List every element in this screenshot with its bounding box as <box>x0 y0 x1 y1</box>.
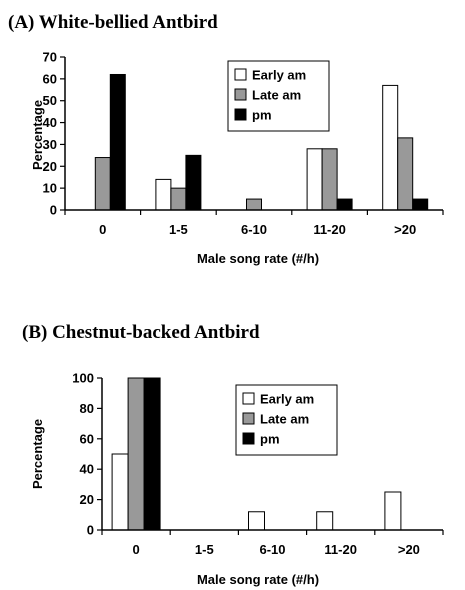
chart-b-ytick-label: 40 <box>80 462 94 477</box>
chart-a-ytick-label: 60 <box>43 71 57 86</box>
chart-a-bar-early-am-4 <box>382 84 399 211</box>
chart-b-ytick-label: 80 <box>80 401 94 416</box>
chart-b-xtick-label: 11-20 <box>324 542 357 557</box>
chart-b-xtick-label: 1-5 <box>195 542 214 557</box>
chart-a-bar-early-am-3 <box>306 148 323 211</box>
chart-a-legend-swatch <box>234 68 247 81</box>
chart-a-ytick-label: 70 <box>43 50 57 65</box>
chart-a-bar-late-am-0 <box>94 157 111 211</box>
chart-b-title: (B) Chestnut-backed Antbird <box>22 322 260 343</box>
chart-a-ylabel: Percentage <box>30 100 45 170</box>
chart-a-bar-pm-4 <box>412 198 429 211</box>
chart-a-ytick-label: 10 <box>43 181 57 196</box>
chart-a-bar-pm-1 <box>185 154 202 211</box>
chart-b-ytick-label: 100 <box>72 371 94 386</box>
chart-a: (A) White-bellied Antbird Percentage Mal… <box>8 12 444 266</box>
chart-a-bar-pm-0 <box>109 73 126 211</box>
chart-b-ylabel: Percentage <box>30 419 45 489</box>
chart-a-title: (A) White-bellied Antbird <box>8 12 218 33</box>
chart-b-ytick-label: 60 <box>80 431 94 446</box>
chart-a-xlabel: Male song rate (#/h) <box>197 251 319 266</box>
chart-b-bar-early-am-0 <box>111 453 129 531</box>
chart-b-bar-early-am-2 <box>248 511 265 531</box>
chart-b-legend-swatch <box>242 412 255 425</box>
chart-a-bar-late-am-2 <box>246 198 262 211</box>
chart-b-bar-pm-0 <box>143 377 161 531</box>
chart-a-ytick-label: 30 <box>43 137 57 152</box>
chart-a-xtick-label: 11-20 <box>313 222 346 237</box>
chart-a-bar-late-am-3 <box>321 148 338 211</box>
chart-a-bar-late-am-4 <box>397 137 414 211</box>
chart-b-legend-swatch <box>242 432 255 445</box>
chart-a-bar-early-am-1 <box>155 178 172 211</box>
chart-a-ytick-label: 0 <box>50 203 57 218</box>
chart-b-bar-early-am-3 <box>316 511 334 531</box>
chart-b-legend-label: pm <box>260 432 280 447</box>
chart-a-bars <box>94 73 429 211</box>
chart-b-xtick-label: 6-10 <box>259 542 285 557</box>
chart-a-legend-swatch <box>234 108 247 121</box>
chart-b-ytick-label: 0 <box>87 523 94 538</box>
chart-a-xtick-label: 6-10 <box>241 222 267 237</box>
chart-b-ticks: 0 20 40 60 80 100 0 1-5 6-10 11-20 >20 <box>72 371 444 557</box>
chart-b-xlabel: Male song rate (#/h) <box>197 572 319 587</box>
chart-a-ytick-label: 40 <box>43 115 57 130</box>
chart-b-legend: Early am Late am pm <box>235 384 338 456</box>
chart-b-ytick-label: 20 <box>80 492 94 507</box>
chart-a-axes <box>64 57 443 211</box>
chart-a-ytick-label: 20 <box>43 159 57 174</box>
chart-b-bars <box>111 377 402 531</box>
chart-a-xtick-label: >20 <box>394 222 416 237</box>
chart-b-legend-label: Late am <box>260 412 309 427</box>
chart-a-bar-late-am-1 <box>170 187 187 211</box>
chart-b-legend-swatch <box>242 392 255 405</box>
chart-b-xtick-label: 0 <box>132 542 139 557</box>
chart-b-bar-late-am-0 <box>127 377 145 531</box>
chart-a-legend-label: Late am <box>252 88 301 103</box>
chart-b-xtick-label: >20 <box>398 542 420 557</box>
chart-b-axes <box>101 378 443 531</box>
chart-a-legend-label: Early am <box>252 68 306 83</box>
chart-a-legend: Early am Late am pm <box>227 60 330 132</box>
chart-a-bar-pm-3 <box>336 198 353 211</box>
chart-b: (B) Chestnut-backed Antbird Percentage M… <box>22 322 444 587</box>
chart-a-xtick-label: 0 <box>99 222 106 237</box>
chart-a-ytick-label: 50 <box>43 93 57 108</box>
chart-b-legend-label: Early am <box>260 392 314 407</box>
chart-a-legend-swatch <box>234 88 247 101</box>
chart-a-xtick-label: 1-5 <box>169 222 188 237</box>
chart-a-ticks: 0 10 20 30 40 50 60 70 0 1-5 6-10 11-20 >20 <box>43 50 444 237</box>
chart-a-legend-label: pm <box>252 108 272 123</box>
chart-b-bar-early-am-4 <box>384 491 402 531</box>
